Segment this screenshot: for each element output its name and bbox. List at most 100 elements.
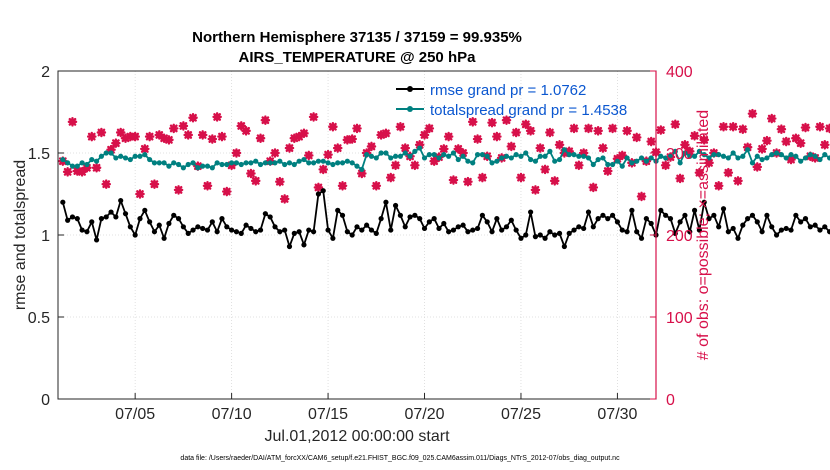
totalspread-point	[749, 160, 756, 166]
rmse-point	[624, 229, 630, 235]
totalspread-point	[499, 155, 505, 161]
possible-point	[144, 131, 155, 142]
totalspread-point	[344, 158, 350, 164]
totalspread-point	[431, 152, 437, 158]
rmse-point	[426, 219, 432, 225]
y-right-tick-label: 100	[666, 310, 693, 327]
totalspread-point	[147, 156, 153, 163]
chart-title-line-2: AIRS_TEMPERATURE @ 250 hPa	[239, 49, 477, 66]
totalspread-point	[238, 161, 244, 168]
possible-point	[357, 168, 367, 179]
totalspread-point	[696, 148, 703, 154]
totalspread-point	[291, 161, 297, 168]
possible-point	[111, 138, 121, 148]
rmse-point	[465, 229, 471, 235]
rmse-point	[730, 225, 736, 232]
possible-point	[467, 117, 478, 127]
possible-point	[699, 135, 710, 145]
rmse-point	[561, 243, 567, 250]
possible-point	[419, 130, 430, 140]
rmse-point	[725, 229, 731, 235]
rmse-point	[383, 199, 389, 205]
totalspread-point	[542, 153, 548, 159]
plot-area	[58, 108, 830, 250]
possible-point	[212, 112, 222, 122]
possible-point	[178, 121, 189, 131]
totalspread-point	[479, 152, 485, 158]
totalspread-point	[118, 153, 124, 159]
totalspread-point	[397, 153, 404, 159]
totalspread-point	[325, 160, 331, 166]
totalspread-point	[214, 160, 220, 166]
totalspread-point	[648, 155, 654, 161]
rmse-point	[200, 225, 206, 232]
y-left-tick-label: 0	[41, 392, 50, 409]
possible-point	[477, 172, 488, 183]
series-rmse	[60, 188, 830, 250]
totalspread-point	[98, 153, 105, 159]
rmse-point	[547, 229, 553, 235]
totalspread-point	[151, 160, 158, 166]
possible-point	[574, 160, 584, 171]
totalspread-point	[190, 160, 196, 166]
totalspread-point	[663, 155, 669, 161]
possible-point	[376, 130, 386, 140]
legend-spread-marker	[407, 106, 413, 112]
totalspread-point	[460, 153, 466, 159]
rmse-point	[701, 199, 707, 205]
rmse-point	[556, 230, 563, 236]
rmse-point	[421, 225, 428, 232]
totalspread-point	[103, 150, 109, 156]
totalspread-point	[624, 155, 630, 161]
possible-point	[62, 167, 73, 177]
possible-point	[255, 133, 266, 144]
possible-point	[549, 176, 560, 186]
totalspread-point	[450, 150, 457, 156]
totalspread-point	[706, 155, 712, 161]
possible-point	[439, 144, 449, 154]
totalspread-point	[455, 156, 461, 163]
totalspread-point	[595, 156, 601, 163]
totalspread-point	[446, 153, 452, 159]
rmse-point	[523, 232, 529, 238]
rmse-point	[788, 227, 794, 233]
possible-point	[168, 123, 179, 134]
y-right-tick-label: 0	[666, 392, 675, 409]
possible-point	[511, 127, 521, 138]
possible-point	[564, 146, 574, 157]
rmse-point	[518, 235, 524, 241]
totalspread-point	[108, 150, 114, 156]
totalspread-point	[277, 158, 283, 164]
totalspread-point	[113, 155, 119, 161]
rmse-point	[590, 224, 596, 230]
rmse-point	[716, 224, 722, 230]
rmse-point	[436, 225, 442, 232]
rmse-point	[793, 212, 799, 218]
rmse-point	[277, 229, 283, 235]
rmse-point	[161, 235, 167, 241]
rmse-point	[513, 227, 519, 233]
possible-point	[670, 119, 681, 130]
possible-point	[636, 191, 647, 202]
totalspread-point	[465, 158, 471, 164]
rmse-point	[455, 224, 461, 230]
possible-point	[217, 131, 227, 142]
totalspread-point	[132, 153, 138, 159]
y-right-tick-label: 400	[666, 64, 693, 81]
y-axis-left: 0 0.5 1 1.5 2	[28, 64, 64, 409]
rmse-point	[489, 229, 495, 235]
rmse-point	[214, 229, 220, 235]
totalspread-point	[93, 158, 100, 164]
rmse-point	[581, 225, 587, 232]
totalspread-point	[585, 155, 592, 161]
possible-point	[337, 181, 348, 191]
rmse-point	[315, 191, 322, 197]
rmse-point	[282, 227, 288, 233]
totalspread-point	[605, 161, 611, 168]
possible-point	[593, 126, 603, 136]
totalspread-point	[590, 161, 596, 168]
totalspread-point	[436, 155, 442, 161]
rmse-point	[65, 217, 71, 223]
totalspread-point	[417, 145, 423, 151]
rmse-point	[195, 224, 201, 230]
